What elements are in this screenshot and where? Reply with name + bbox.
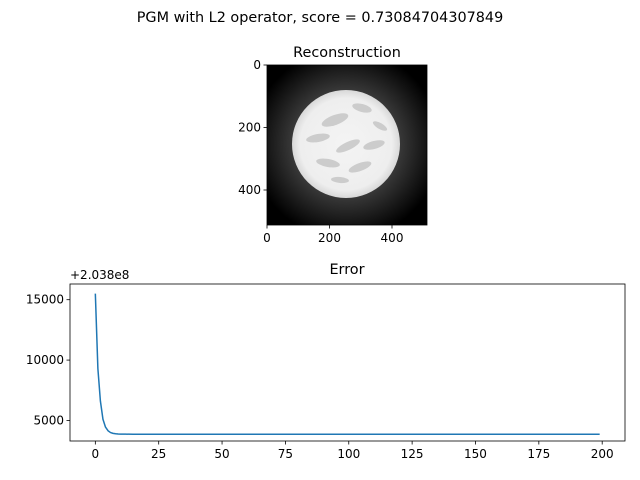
x-tick-label: 125 xyxy=(401,447,424,461)
x-tick-label: 150 xyxy=(464,447,487,461)
x-tick-label: 0 xyxy=(263,231,271,245)
figure-suptitle: PGM with L2 operator, score = 0.73084704… xyxy=(137,10,504,26)
y-tick-label: 0 xyxy=(253,58,261,72)
error-panel: Error +2.038e8 0 25 50 75 100 125 150 175 200 500… xyxy=(26,262,626,461)
reconstruction-title: Reconstruction xyxy=(293,45,401,61)
error-title: Error xyxy=(329,262,364,278)
y-offset-label: +2.038e8 xyxy=(70,268,129,282)
x-tick-label: 200 xyxy=(591,447,614,461)
y-tick-label: 200 xyxy=(238,121,261,135)
x-tick-label: 200 xyxy=(318,231,341,245)
x-tick-label: 50 xyxy=(214,447,229,461)
x-tick-label: 175 xyxy=(527,447,550,461)
x-tick-label: 75 xyxy=(278,447,293,461)
error-series-line xyxy=(94,293,600,435)
reconstruction-panel: Reconstruction 0 200 400 0 200 400 xyxy=(238,45,428,245)
error-plot-frame xyxy=(69,283,626,442)
x-tick-label: 0 xyxy=(92,447,100,461)
y-tick-label: 10000 xyxy=(26,353,64,367)
reconstruction-image xyxy=(267,65,427,225)
x-tick-label: 100 xyxy=(337,447,360,461)
y-tick-label: 400 xyxy=(238,183,261,197)
x-tick-label: 25 xyxy=(151,447,166,461)
x-tick-label: 400 xyxy=(381,231,404,245)
y-tick-label: 15000 xyxy=(26,293,64,307)
y-tick-label: 5000 xyxy=(33,413,64,427)
